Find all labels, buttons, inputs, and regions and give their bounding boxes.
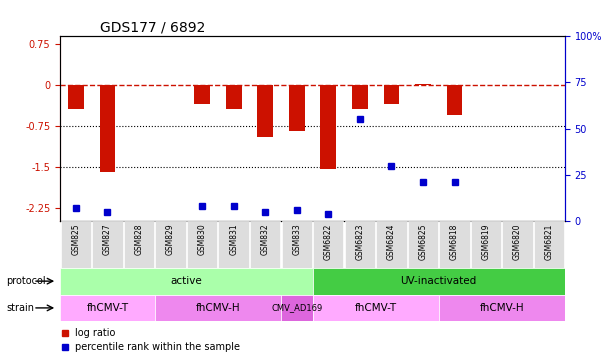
FancyBboxPatch shape: [60, 268, 313, 295]
FancyBboxPatch shape: [439, 221, 469, 268]
FancyBboxPatch shape: [345, 221, 375, 268]
FancyBboxPatch shape: [439, 295, 565, 321]
Bar: [447, 85, 462, 115]
Text: GDS177 / 6892: GDS177 / 6892: [100, 21, 206, 35]
Text: GSM6824: GSM6824: [387, 223, 396, 260]
Bar: [100, 85, 115, 172]
FancyBboxPatch shape: [250, 221, 280, 268]
Bar: [320, 85, 336, 170]
Bar: [383, 85, 399, 104]
FancyBboxPatch shape: [61, 221, 91, 268]
FancyBboxPatch shape: [124, 221, 154, 268]
Bar: [352, 85, 368, 109]
FancyBboxPatch shape: [313, 295, 439, 321]
Text: CMV_AD169: CMV_AD169: [271, 303, 322, 312]
Text: GSM6823: GSM6823: [355, 223, 364, 260]
Text: GSM833: GSM833: [292, 223, 301, 255]
Text: log ratio: log ratio: [75, 327, 115, 338]
Text: GSM829: GSM829: [166, 223, 175, 255]
Bar: [415, 84, 431, 85]
Text: protocol: protocol: [6, 276, 46, 286]
FancyBboxPatch shape: [471, 221, 501, 268]
Text: GSM6821: GSM6821: [545, 223, 554, 260]
Bar: [194, 85, 210, 104]
Text: GSM6820: GSM6820: [513, 223, 522, 260]
FancyBboxPatch shape: [219, 221, 249, 268]
FancyBboxPatch shape: [313, 268, 565, 295]
Text: active: active: [171, 276, 202, 286]
Text: GSM6825: GSM6825: [418, 223, 427, 260]
FancyBboxPatch shape: [502, 221, 532, 268]
FancyBboxPatch shape: [408, 221, 438, 268]
Bar: [226, 85, 242, 109]
Text: GSM828: GSM828: [135, 223, 144, 255]
Text: GSM6818: GSM6818: [450, 223, 459, 260]
FancyBboxPatch shape: [93, 221, 123, 268]
Text: UV-inactivated: UV-inactivated: [401, 276, 477, 286]
FancyBboxPatch shape: [155, 295, 281, 321]
FancyBboxPatch shape: [282, 221, 312, 268]
Text: strain: strain: [6, 303, 34, 313]
Text: GSM832: GSM832: [261, 223, 270, 255]
Text: GSM825: GSM825: [72, 223, 81, 255]
Text: GSM831: GSM831: [229, 223, 238, 255]
FancyBboxPatch shape: [534, 221, 564, 268]
FancyBboxPatch shape: [313, 221, 343, 268]
FancyBboxPatch shape: [376, 221, 406, 268]
Text: percentile rank within the sample: percentile rank within the sample: [75, 342, 240, 352]
Text: fhCMV-T: fhCMV-T: [87, 303, 129, 313]
Bar: [68, 85, 84, 109]
Text: GSM830: GSM830: [198, 223, 207, 255]
Text: GSM6819: GSM6819: [481, 223, 490, 260]
Bar: [257, 85, 273, 137]
FancyBboxPatch shape: [281, 295, 313, 321]
FancyBboxPatch shape: [187, 221, 217, 268]
Text: fhCMV-H: fhCMV-H: [480, 303, 524, 313]
Text: GSM827: GSM827: [103, 223, 112, 255]
Text: GSM6822: GSM6822: [324, 223, 333, 260]
FancyBboxPatch shape: [156, 221, 186, 268]
FancyBboxPatch shape: [60, 295, 155, 321]
Text: fhCMV-T: fhCMV-T: [355, 303, 397, 313]
Text: fhCMV-H: fhCMV-H: [195, 303, 240, 313]
Bar: [289, 85, 305, 131]
